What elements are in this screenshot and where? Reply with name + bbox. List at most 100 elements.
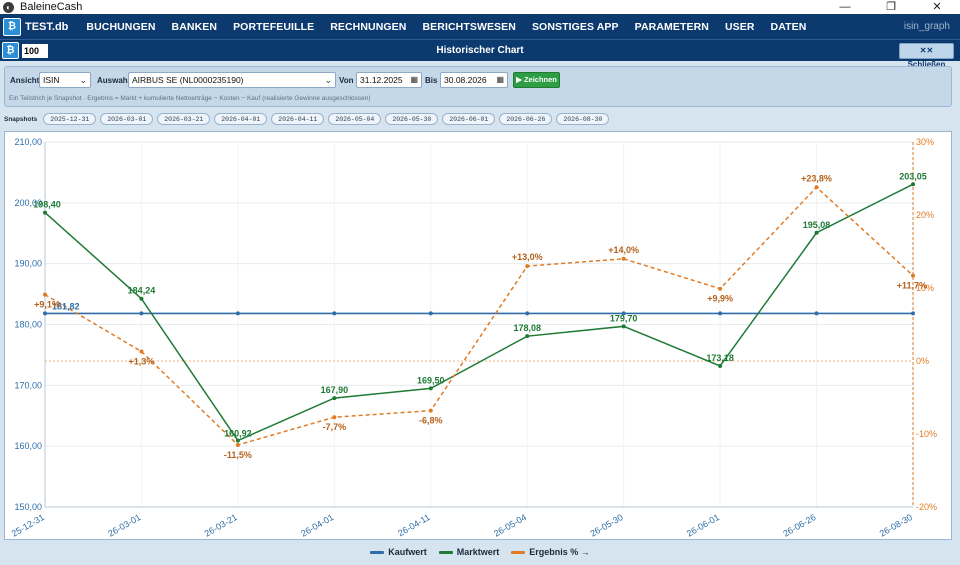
minimize-button[interactable]: — [839, 1, 851, 13]
snapshot-chip[interactable]: 2026-05-04 [328, 113, 382, 125]
menu-item-parametern[interactable]: PARAMETERN [634, 20, 709, 33]
von-date-input[interactable]: 31.12.2025 ▦ [356, 72, 422, 88]
calendar-icon[interactable]: ▦ [496, 75, 504, 84]
menu-item-daten[interactable]: DATEN [770, 20, 807, 33]
y-right-tick-label: -20% [916, 502, 937, 512]
series-line-ergebnis [44, 186, 914, 446]
data-label: +13,0% [512, 252, 543, 262]
data-point [718, 363, 723, 368]
legend-item-ergebnis[interactable]: Ergebnis % → [511, 547, 590, 557]
menu-item-berichtswesen[interactable]: BERICHTSWESEN [422, 20, 516, 33]
legend-label: Marktwert [456, 547, 500, 557]
menu-item-user[interactable]: USER [724, 20, 755, 33]
data-label: -7,7% [323, 422, 347, 432]
legend-label: Kaufwert [388, 547, 427, 557]
data-label: +9,9% [707, 294, 733, 304]
data-label: +1,3% [129, 357, 155, 367]
data-point [139, 311, 144, 316]
data-label: 173,18 [706, 353, 734, 363]
x-tick-label: 26-08-30 [878, 512, 914, 539]
data-point [332, 415, 337, 420]
close-window-button[interactable]: ✕ [932, 1, 942, 13]
data-point [139, 349, 144, 354]
menu-item-banken[interactable]: BANKEN [171, 20, 218, 33]
close-button[interactable]: ✕✕ Schließen [899, 43, 954, 69]
y-right-tick-label: 10% [916, 283, 934, 293]
data-label: 195,08 [803, 220, 831, 230]
snapshot-chip[interactable]: 2026-08-30 [556, 113, 610, 125]
snapshot-chip[interactable]: 2026-03-21 [157, 113, 211, 125]
von-label: Von [339, 76, 354, 85]
menu-item-sonstiges-app[interactable]: SONSTIGES APP [531, 20, 619, 33]
x-tick-label: 26-03-21 [203, 512, 239, 539]
y-left-tick-label: 200,00 [14, 198, 42, 208]
data-label: 198,40 [33, 200, 61, 210]
snapshot-chip[interactable]: 2026-06-01 [442, 113, 496, 125]
y-left-tick-label: 180,00 [14, 320, 42, 330]
window-title: BaleineCash [20, 1, 83, 13]
data-point [525, 264, 530, 269]
bis-label: Bis [425, 76, 438, 85]
data-point [911, 273, 915, 278]
bis-date-input[interactable]: 30.08.2026 ▦ [440, 72, 508, 88]
data-point [428, 311, 433, 316]
legend-swatch-kaufwert [370, 550, 385, 554]
snapshot-chip[interactable]: 2026-06-26 [499, 113, 553, 125]
data-label: 179,70 [610, 313, 638, 323]
von-date-value: 31.12.2025 [360, 75, 403, 85]
menu-item-rechnungen[interactable]: RECHNUNGEN [330, 20, 407, 33]
y-right-tick-label: -10% [916, 429, 937, 439]
record-number-input[interactable] [22, 44, 48, 58]
data-point [43, 292, 47, 297]
y-left-tick-label: 210,00 [14, 137, 42, 147]
data-point [428, 386, 433, 391]
data-point [621, 311, 626, 316]
page-header: ₿ Historischer Chart ✕✕ Schließen [0, 39, 960, 69]
menu-item-buchungen[interactable]: BUCHUNGEN [86, 20, 156, 33]
auswahl-select[interactable]: AIRBUS SE (NL0000235190) ⌄ [128, 72, 336, 88]
draw-button[interactable]: ▶ Zeichnen [513, 72, 560, 88]
data-point [911, 182, 915, 187]
database-name: TEST.db [25, 20, 69, 33]
legend-swatch-marktwert [438, 550, 453, 554]
snapshot-chip[interactable]: 2025-12-31 [43, 113, 97, 125]
line-chart: 150,00 160,00 170,00 180,00 190,00 200,00 210,… [10, 137, 937, 539]
data-label: 160,92 [224, 429, 252, 439]
data-point [621, 324, 626, 329]
page-title: Historischer Chart [436, 45, 524, 56]
snapshot-chip[interactable]: 2026-05-30 [385, 113, 439, 125]
data-label: +23,8% [801, 173, 832, 183]
x-tick-label: 26-06-01 [685, 512, 721, 539]
snapshot-chip[interactable]: 2026-04-01 [214, 113, 268, 125]
x-tick-label: 26-04-01 [299, 512, 335, 539]
data-point [428, 408, 433, 413]
app-icon: ◐ [3, 1, 14, 13]
y-left-tick-label: 170,00 [14, 380, 42, 390]
data-point [814, 185, 819, 190]
legend-item-kaufwert[interactable]: Kaufwert [370, 547, 427, 557]
data-point [718, 286, 723, 291]
bis-date-value: 30.08.2026 [444, 75, 487, 85]
ansicht-select[interactable]: ISIN ⌄ [39, 72, 91, 88]
data-point [814, 311, 819, 316]
data-point [235, 311, 240, 316]
menu-item-portefeuille[interactable]: PORTEFEUILLE [233, 20, 315, 33]
auswahl-label: Auswahl [97, 76, 130, 85]
snapshot-chip[interactable]: 2026-04-11 [271, 113, 325, 125]
data-label: 169,50 [417, 375, 445, 385]
chevron-down-icon: ⌄ [324, 75, 332, 85]
series-line-marktwert [44, 183, 914, 442]
x-tick-label: 26-06-26 [781, 512, 817, 539]
data-label: 181,82 [52, 301, 80, 311]
data-point [235, 442, 240, 447]
calendar-icon[interactable]: ▦ [410, 75, 418, 84]
y-left-tick-label: 160,00 [14, 441, 42, 451]
y-right-tick-label: 0% [916, 356, 929, 366]
legend-item-marktwert[interactable]: Marktwert [438, 547, 500, 557]
data-label: -6,8% [419, 416, 443, 426]
data-point [43, 311, 47, 316]
window-titlebar: ◐ BaleineCash — ❐ ✕ [0, 0, 960, 14]
main-menubar: ₿ TEST.db BUCHUNGEN BANKEN PORTEFEUILLE … [0, 14, 960, 39]
maximize-button[interactable]: ❐ [886, 1, 896, 13]
snapshot-chip[interactable]: 2026-03-01 [100, 113, 154, 125]
